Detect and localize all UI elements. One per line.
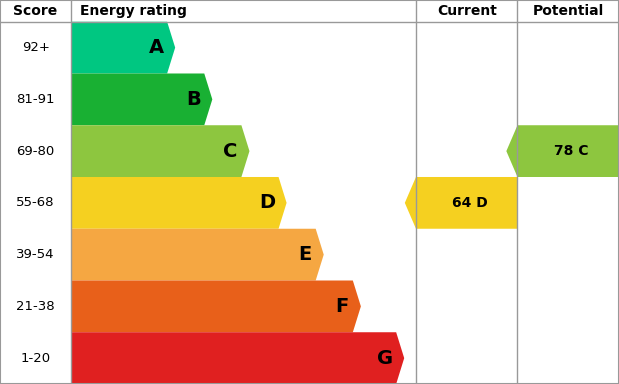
Polygon shape bbox=[405, 177, 517, 229]
Text: Energy rating: Energy rating bbox=[80, 4, 188, 18]
Polygon shape bbox=[71, 73, 212, 125]
Polygon shape bbox=[71, 22, 175, 73]
Text: 69-80: 69-80 bbox=[17, 145, 54, 157]
Text: C: C bbox=[223, 142, 238, 161]
Text: B: B bbox=[186, 90, 201, 109]
Text: Current: Current bbox=[437, 4, 496, 18]
Polygon shape bbox=[71, 125, 249, 177]
Text: E: E bbox=[298, 245, 311, 264]
Text: Potential: Potential bbox=[532, 4, 604, 18]
Text: A: A bbox=[149, 38, 163, 57]
Text: 78 C: 78 C bbox=[554, 144, 589, 158]
Polygon shape bbox=[71, 332, 404, 384]
Text: 64 D: 64 D bbox=[452, 196, 488, 210]
Polygon shape bbox=[506, 125, 619, 177]
Text: G: G bbox=[377, 349, 393, 367]
Polygon shape bbox=[71, 177, 287, 229]
Text: F: F bbox=[335, 297, 348, 316]
Polygon shape bbox=[71, 280, 361, 332]
Polygon shape bbox=[71, 229, 324, 280]
Text: 92+: 92+ bbox=[22, 41, 50, 54]
Text: 21-38: 21-38 bbox=[16, 300, 55, 313]
Text: 81-91: 81-91 bbox=[16, 93, 55, 106]
Text: Score: Score bbox=[14, 4, 58, 18]
Text: D: D bbox=[259, 194, 275, 212]
Text: 39-54: 39-54 bbox=[16, 248, 55, 261]
Text: 1-20: 1-20 bbox=[20, 352, 51, 365]
Text: 55-68: 55-68 bbox=[16, 196, 55, 209]
